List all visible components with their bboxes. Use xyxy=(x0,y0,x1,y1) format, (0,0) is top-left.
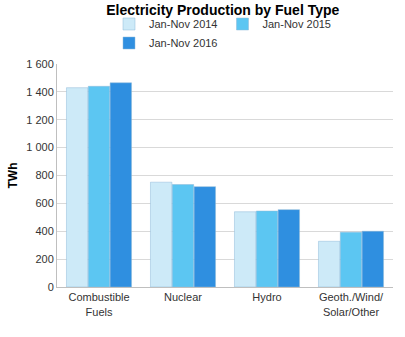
svg-text:1 600: 1 600 xyxy=(26,58,54,70)
svg-text:1 000: 1 000 xyxy=(26,141,54,153)
svg-text:1 400: 1 400 xyxy=(26,86,54,98)
svg-text:Geoth./Wind/Solar/Other: Geoth./Wind/Solar/Other xyxy=(319,291,384,317)
svg-text:Jan-Nov 2016: Jan-Nov 2016 xyxy=(149,37,218,49)
svg-text:400: 400 xyxy=(35,225,53,237)
svg-text:Nuclear: Nuclear xyxy=(164,291,202,303)
svg-text:Jan-Nov 2014: Jan-Nov 2014 xyxy=(149,18,218,30)
svg-text:TWh: TWh xyxy=(6,163,20,189)
svg-text:Electricity Production by Fuel: Electricity Production by Fuel Type xyxy=(106,2,339,18)
svg-text:CombustibleFuels: CombustibleFuels xyxy=(68,291,129,317)
svg-text:0: 0 xyxy=(48,281,54,293)
svg-text:Jan-Nov 2015: Jan-Nov 2015 xyxy=(263,18,332,30)
svg-text:1 200: 1 200 xyxy=(26,114,54,126)
svg-text:Hydro: Hydro xyxy=(252,291,281,303)
svg-text:600: 600 xyxy=(35,197,53,209)
svg-text:200: 200 xyxy=(35,253,53,265)
svg-text:800: 800 xyxy=(35,169,53,181)
